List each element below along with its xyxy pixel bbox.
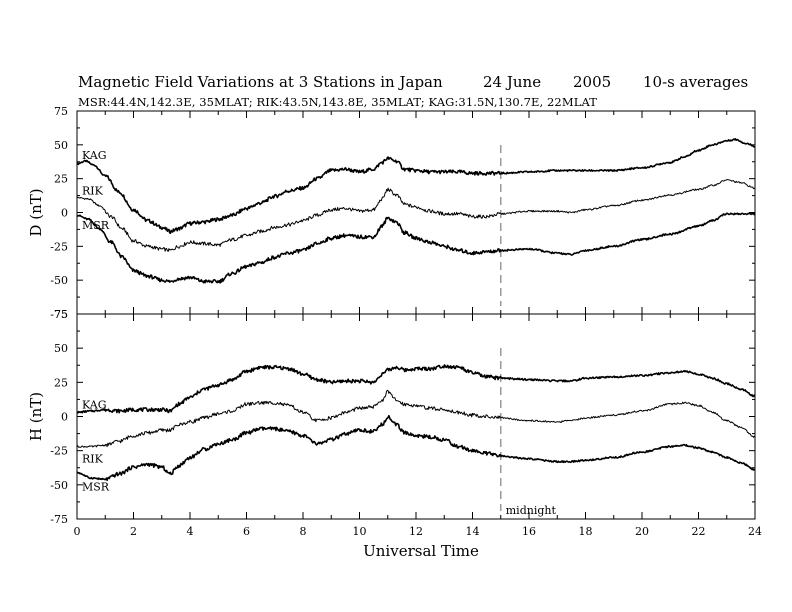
chart-date: 24 June [483,73,542,91]
y-tick-label: -50 [50,479,68,492]
y-axis-label: H (nT) [27,392,45,441]
y-tick-label: 75 [54,105,68,118]
plot-frame-bottom [76,313,756,520]
x-tick-label: 4 [187,525,194,538]
x-tick-label: 12 [409,525,423,538]
series-line-top-rik [76,179,756,252]
series-label-kag: KAG [82,149,107,162]
plot-frame-top [76,110,756,315]
chart-year: 2005 [573,73,612,91]
x-tick-label: 16 [522,525,536,538]
chart-subtitle: MSR:44.4N,142.3E, 35MLAT; RIK:43.5N,143.… [78,95,598,109]
y-tick-label: -25 [50,240,68,253]
series-line-bottom-rik [76,389,756,448]
chart-averaging: 10-s averages [643,73,749,91]
series-line-top-kag [76,138,756,234]
series-line-bottom-kag [77,364,756,414]
x-tick-label: 20 [635,525,649,538]
x-axis-label: Universal Time [363,542,479,560]
x-tick-label: 6 [243,525,250,538]
x-tick-label: 18 [579,525,593,538]
x-tick-label: 2 [130,525,137,538]
y-tick-label: 50 [54,139,68,152]
y-tick-label: 0 [61,207,68,220]
x-tick-label: 0 [74,525,81,538]
y-tick-label: -75 [50,513,68,526]
midnight-label: midnight [506,504,557,517]
y-axis-label: D (nT) [27,188,45,236]
y-tick-label: 25 [54,173,68,186]
series-label-msr: MSR [82,219,110,232]
y-tick-label: 25 [54,376,68,389]
chart-title: Magnetic Field Variations at 3 Stations … [78,73,443,91]
x-tick-label: 8 [300,525,307,538]
y-tick-label: -50 [50,274,68,287]
x-tick-label: 22 [692,525,706,538]
series-label-rik: RIK [82,453,104,466]
y-tick-label: 0 [61,411,68,424]
series-line-top-msr [77,212,756,284]
series-label-kag: KAG [82,398,107,411]
series-label-msr: MSR [82,481,110,494]
x-tick-label: 24 [748,525,762,538]
x-tick-label: 10 [353,525,367,538]
series-line-bottom-msr [76,414,756,482]
y-tick-label: -25 [50,445,68,458]
y-tick-label: -75 [50,308,68,321]
x-tick-label: 14 [466,525,480,538]
y-tick-label: 75 [54,308,68,321]
y-tick-label: 50 [54,342,68,355]
series-label-rik: RIK [82,185,104,198]
